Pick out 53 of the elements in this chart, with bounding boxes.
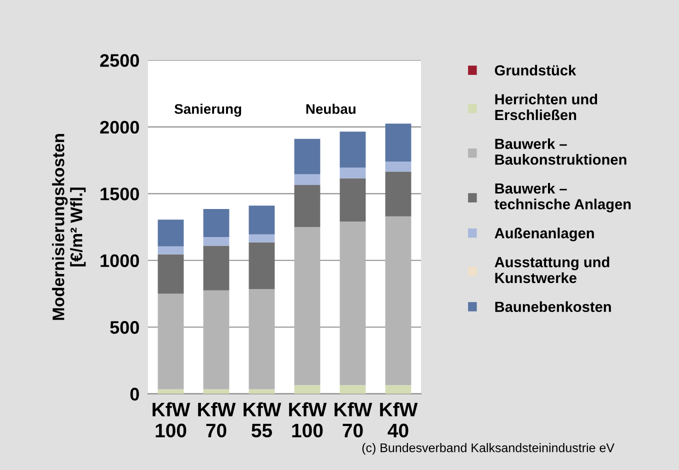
y-tick-label: 2000 — [100, 120, 139, 134]
bar — [248, 234, 275, 242]
bar — [158, 389, 184, 394]
bar — [385, 162, 412, 172]
bar — [203, 208, 230, 238]
annotation: Neubau — [306, 104, 356, 114]
y-tick-label: 1500 — [100, 188, 139, 200]
bar — [294, 227, 320, 386]
bar — [294, 385, 320, 394]
legend-label: Herrichten und Erschließen — [495, 94, 598, 120]
legend-label: Baunebenkosten — [495, 301, 611, 312]
y-tick-label: 0 — [130, 388, 139, 401]
x-tick-label: KfW 70 — [334, 402, 372, 438]
annotation: Sanierung — [174, 104, 242, 117]
bar — [248, 389, 275, 394]
bar — [340, 222, 366, 386]
y-axis-title: Modernisierungskosten [€/m² Wfl.] — [52, 134, 86, 320]
bar — [340, 178, 366, 222]
bar — [248, 289, 275, 390]
bar — [294, 174, 320, 185]
bar — [248, 242, 275, 290]
bar — [385, 216, 412, 386]
legend-label: Außenanlagen — [494, 228, 594, 242]
legend-label: Bauwerk – technische Anlagen — [494, 182, 631, 212]
legend-label: Grundstück — [494, 64, 576, 76]
bar — [203, 237, 230, 246]
x-tick-label: KfW 55 — [244, 402, 282, 438]
legend-label: Ausstattung und Kunstwerke — [494, 256, 610, 284]
bar — [203, 290, 230, 390]
bar — [158, 254, 184, 294]
bar — [294, 138, 320, 174]
x-tick-label: KfW 70 — [198, 402, 236, 438]
bar — [340, 132, 366, 168]
bar — [203, 389, 230, 394]
bar — [248, 206, 275, 234]
bar — [294, 184, 320, 228]
x-tick-label: KfW 40 — [380, 402, 418, 438]
y-tick-label: 2500 — [100, 54, 139, 67]
bar — [203, 246, 230, 290]
y-tick-label: 1000 — [100, 254, 139, 268]
text: (c) Bundesverband Kalksandsteinindustrie eV — [362, 443, 614, 455]
legend-label: Bauwerk – Baukonstruktionen — [495, 138, 626, 165]
bar — [158, 294, 184, 390]
bar — [340, 385, 366, 394]
bar — [385, 124, 412, 162]
bar — [158, 220, 184, 246]
x-tick-label: KfW 100 — [152, 402, 190, 438]
bar — [158, 246, 184, 254]
bar — [385, 385, 412, 394]
bar — [385, 172, 412, 216]
bar — [340, 168, 366, 178]
y-tick-label: 500 — [110, 321, 139, 334]
x-tick-label: KfW 100 — [289, 402, 327, 438]
